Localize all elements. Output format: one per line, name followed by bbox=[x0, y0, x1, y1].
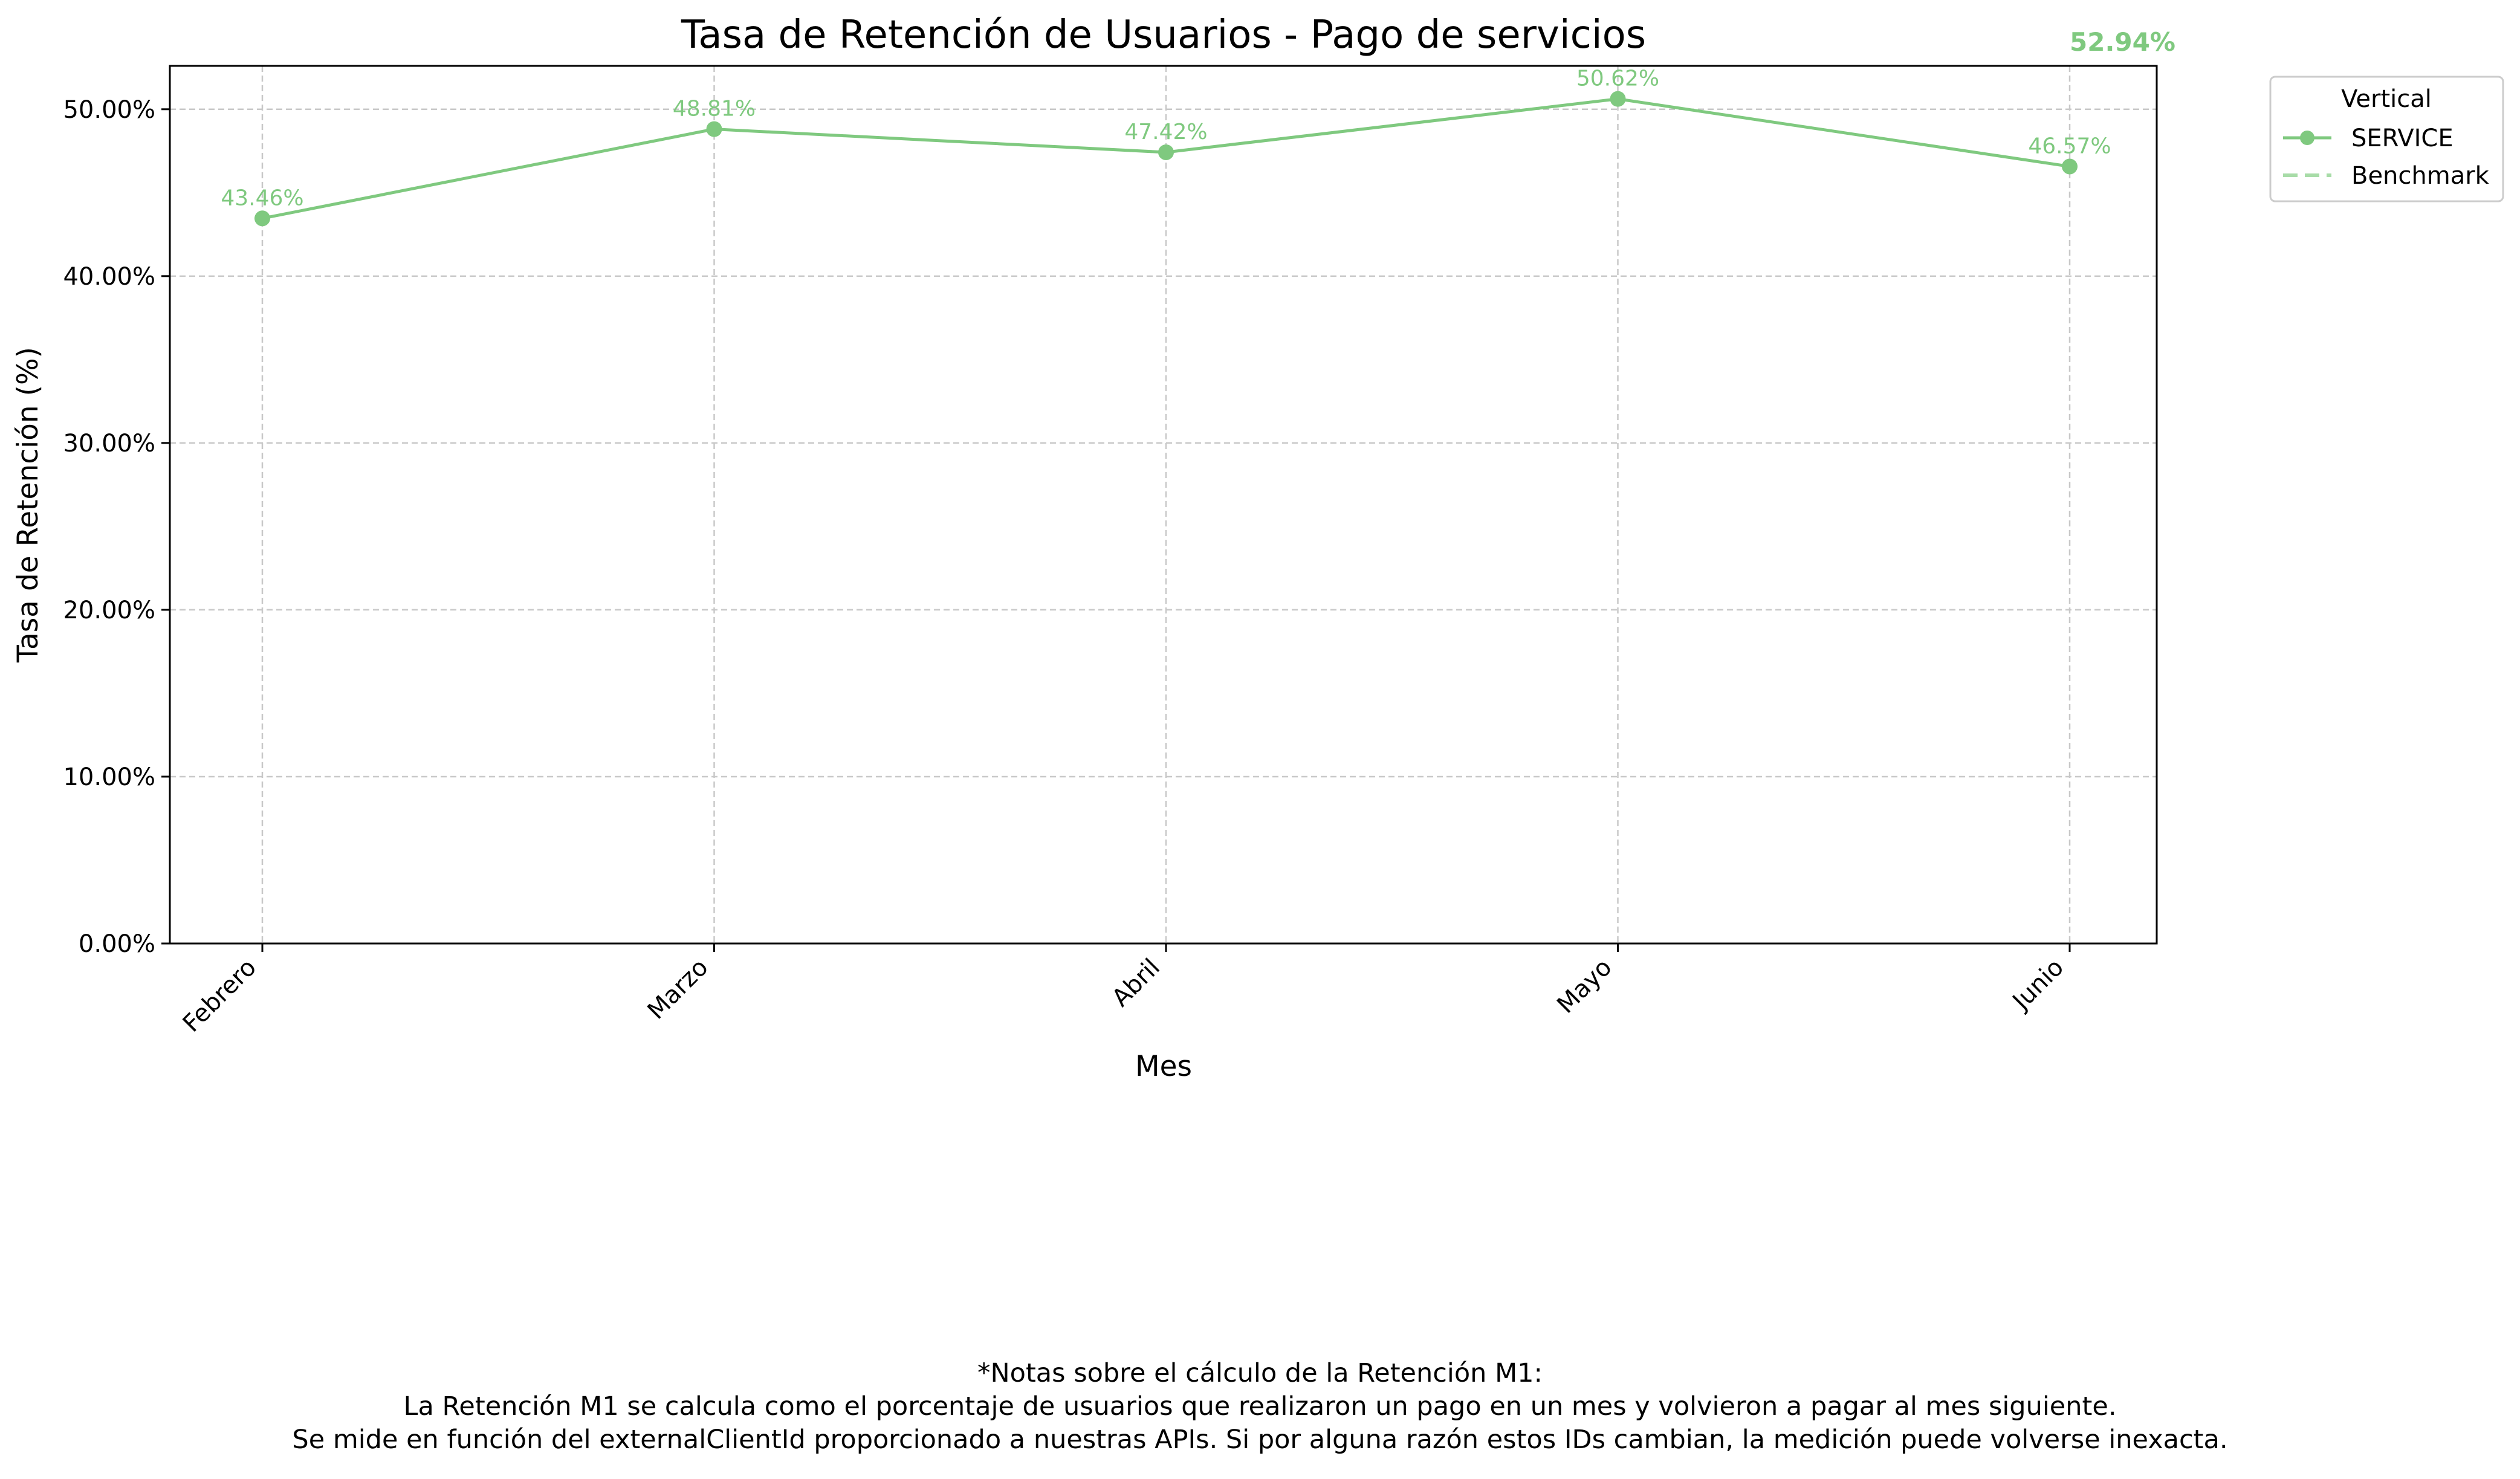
legend-title: Vertical bbox=[2341, 85, 2432, 113]
plot-frame bbox=[169, 65, 2158, 945]
grid-layer bbox=[170, 66, 2157, 943]
service-data-label: 50.62% bbox=[1576, 66, 1659, 91]
x-tick-label: Mayo bbox=[1552, 954, 1617, 1019]
y-axis-label: Tasa de Retención (%) bbox=[11, 347, 45, 663]
x-tick-label: Junio bbox=[2006, 954, 2069, 1017]
legend-service-marker bbox=[2300, 131, 2314, 145]
legend-service-label: SERVICE bbox=[2351, 125, 2454, 152]
service-point bbox=[706, 121, 722, 137]
ticks-layer: Febrero Marzo Abril Mayo Junio 0.00% 10.00% 20.… bbox=[63, 96, 2071, 1038]
notes-heading: *Notas sobre el cálculo de la Retención … bbox=[977, 1358, 1543, 1388]
legend-frame bbox=[2269, 76, 2504, 202]
service-point bbox=[2062, 158, 2078, 175]
service-point bbox=[1158, 144, 1174, 160]
y-tick-label: 40.00% bbox=[63, 263, 155, 291]
x-axis-label: Mes bbox=[1135, 1050, 1192, 1083]
y-tick-label: 0.00% bbox=[79, 930, 155, 958]
service-data-label: 48.81% bbox=[673, 97, 756, 121]
notes-block: *Notas sobre el cálculo de la Retención … bbox=[0, 1357, 2520, 1457]
notes-line-1: La Retención M1 se calcula como el porce… bbox=[403, 1391, 2117, 1422]
service-data-label: 43.46% bbox=[221, 186, 303, 210]
service-point bbox=[1610, 91, 1626, 107]
chart-title: Tasa de Retención de Usuarios - Pago de … bbox=[681, 13, 1646, 57]
x-tick-label: Febrero bbox=[178, 954, 262, 1038]
y-tick-label: 50.00% bbox=[63, 96, 155, 124]
legend: Vertical SERVICE Benchmark bbox=[2269, 76, 2504, 202]
service-data-label: 47.42% bbox=[1124, 120, 1207, 144]
service-data-label: 46.57% bbox=[2028, 134, 2111, 158]
benchmark-label: 52.94% bbox=[2070, 27, 2175, 57]
y-tick-label: 10.00% bbox=[63, 763, 155, 791]
series-layer: 43.46% 48.81% 47.42% 50.62% 46.57% 52.94% bbox=[221, 27, 2175, 227]
service-point bbox=[254, 210, 270, 227]
notes-line-2: Se mide en función del externalClientId … bbox=[292, 1425, 2228, 1455]
x-tick-label: Marzo bbox=[643, 954, 714, 1025]
y-tick-label: 20.00% bbox=[63, 597, 155, 624]
retention-chart: Febrero Marzo Abril Mayo Junio 0.00% 10.00% 20.… bbox=[11, 13, 2504, 1083]
x-tick-label: Abril bbox=[1107, 954, 1165, 1012]
legend-benchmark-label: Benchmark bbox=[2351, 162, 2490, 190]
y-tick-label: 30.00% bbox=[63, 430, 155, 458]
